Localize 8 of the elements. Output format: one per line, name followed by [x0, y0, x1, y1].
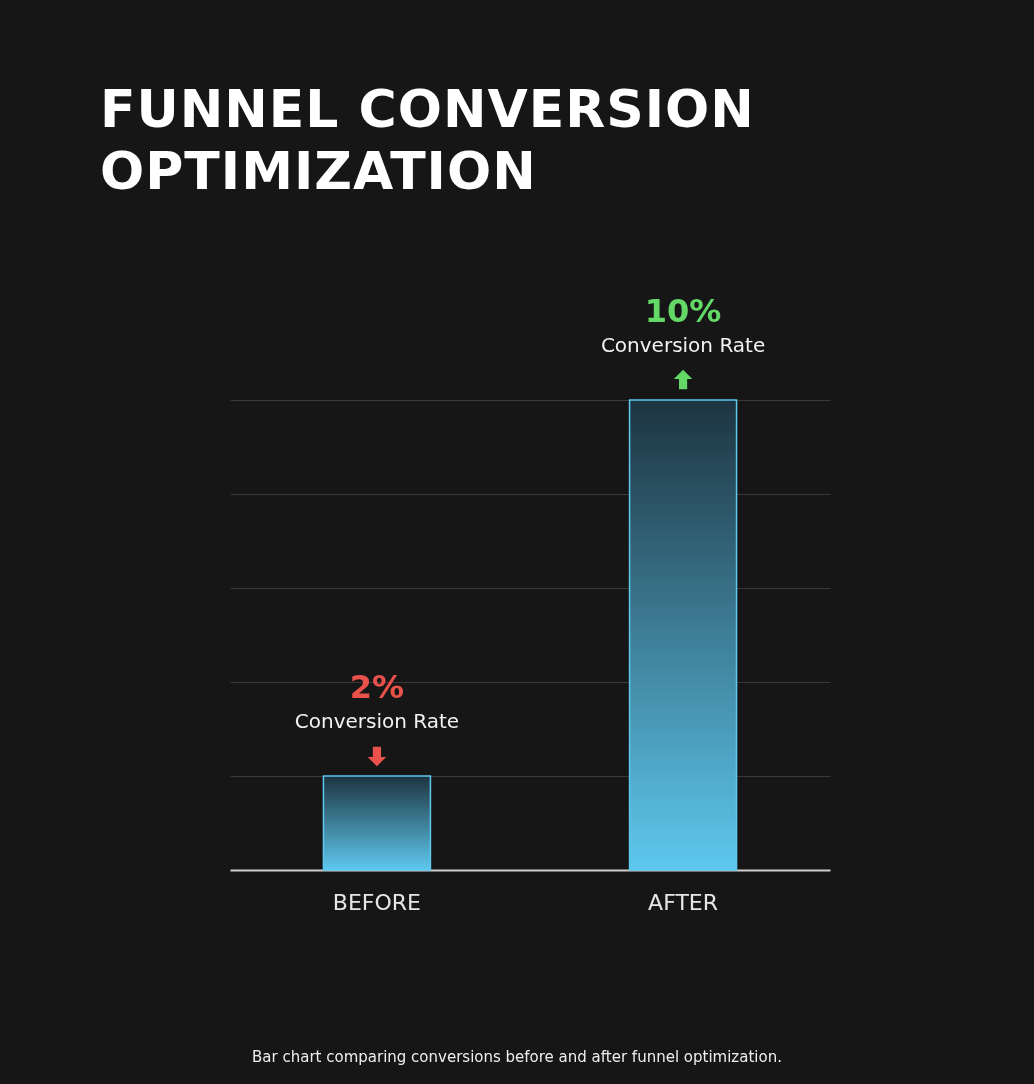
text: Bar chart comparing conversions before and after funnel optimization.: [251, 1048, 783, 1066]
text: Conversion Rate: [600, 333, 766, 357]
x-tick-label: BEFORE: [332, 889, 422, 915]
x-tick-label: AFTER: [648, 889, 719, 915]
chart-title: FUNNEL CONVERSION OPTIMIZATION: [100, 78, 756, 203]
data-label: 2%: [349, 668, 405, 706]
annotation: Conversion Rate: [294, 709, 460, 733]
data-label: 10%: [644, 292, 722, 330]
